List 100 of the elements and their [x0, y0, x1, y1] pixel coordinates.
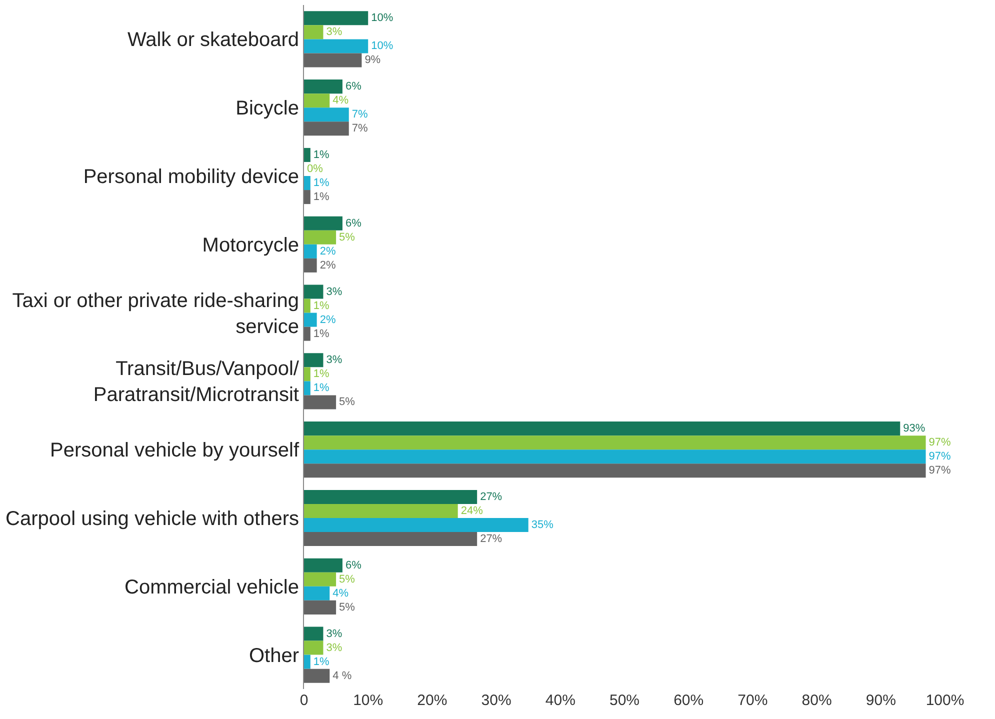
y-tick-label: Taxi or other private ride-sharing service	[12, 290, 299, 338]
data-label: 1%	[313, 382, 330, 394]
y-tick-label: Carpool using vehicle with others	[6, 508, 299, 530]
data-label: 2%	[320, 314, 336, 326]
y-tick-label: Motorcycle	[202, 234, 299, 256]
data-label: 35%	[531, 519, 554, 532]
x-tick-label: 30%	[481, 692, 512, 709]
x-tick-label: 90%	[866, 692, 896, 709]
bar	[304, 312, 317, 327]
bar	[304, 504, 458, 518]
bar	[304, 122, 349, 136]
bar	[304, 464, 926, 478]
y-tick-label: Other	[248, 644, 300, 667]
x-tick-label: 80%	[802, 692, 832, 709]
y-tick-label: Bicycle	[236, 98, 299, 120]
data-label: 1%	[313, 177, 330, 190]
bar	[304, 572, 336, 586]
data-label: 1%	[313, 368, 330, 380]
bar	[304, 640, 324, 655]
data-label: 97%	[928, 436, 952, 449]
x-tick-label: 0	[300, 692, 308, 709]
data-label: 6%	[345, 80, 362, 93]
data-label: 5%	[339, 396, 356, 408]
bar	[304, 176, 310, 190]
data-label: 4 %	[332, 670, 352, 682]
data-label: 6%	[345, 559, 362, 572]
bar	[304, 230, 336, 244]
y-tick-label: Personal mobility device	[83, 166, 299, 188]
bar	[304, 422, 900, 436]
data-label: 27%	[480, 490, 502, 503]
data-label: 5%	[339, 573, 356, 586]
y-tick-label: Walk or skateboard	[127, 29, 299, 52]
y-tick-label: Commercial vehicle	[124, 576, 299, 598]
bar	[304, 94, 330, 108]
bar	[304, 668, 330, 683]
data-label: 2%	[320, 245, 336, 258]
data-label: 24%	[460, 504, 484, 517]
bar	[304, 654, 310, 669]
bar	[304, 108, 349, 122]
data-label: 1%	[313, 300, 330, 312]
bar	[304, 353, 324, 368]
data-label: 6%	[345, 217, 362, 230]
data-label: 9%	[364, 54, 381, 66]
bar	[304, 436, 926, 450]
bar	[304, 395, 336, 410]
data-label: 97%	[928, 450, 952, 463]
data-label: 5%	[339, 231, 356, 244]
bar	[304, 298, 310, 313]
y-tick-label: Personal vehicle by yourself	[50, 440, 300, 462]
bar	[304, 586, 330, 600]
x-tick-label: 10%	[353, 692, 384, 709]
data-label: 1%	[313, 328, 330, 340]
data-label: 5%	[339, 601, 356, 614]
bar	[304, 244, 317, 258]
data-label: 10%	[371, 12, 394, 24]
bar	[304, 25, 324, 40]
bar	[304, 216, 342, 230]
data-label: 0%	[307, 162, 324, 175]
data-label: 3%	[326, 354, 342, 366]
data-label: 2%	[320, 259, 336, 272]
bar	[304, 367, 310, 382]
bar	[304, 190, 310, 204]
bar	[304, 39, 368, 54]
y-tick-label: Transit/Bus/Vanpool/ Paratransit/Microtransit	[93, 358, 300, 406]
bar	[304, 600, 336, 614]
data-label: 97%	[928, 464, 952, 477]
data-label: 93%	[903, 422, 926, 435]
bar	[304, 626, 324, 641]
data-label: 7%	[352, 108, 368, 121]
data-label: 10%	[371, 40, 394, 52]
data-label: 1%	[313, 148, 330, 161]
data-label: 3%	[326, 286, 342, 298]
bar	[304, 80, 342, 94]
data-label: 1%	[313, 191, 330, 204]
bar	[304, 532, 478, 546]
bar	[304, 558, 342, 572]
bar	[304, 258, 317, 272]
data-label: 27%	[480, 533, 502, 546]
bar	[304, 326, 310, 341]
bar	[304, 450, 926, 464]
x-tick-label: 100%	[926, 692, 964, 709]
bar	[304, 518, 528, 532]
bar	[304, 284, 324, 299]
data-label: 3%	[326, 26, 342, 38]
x-tick-label: 70%	[738, 692, 768, 709]
data-label: 3%	[326, 628, 342, 640]
x-tick-label: 20%	[417, 692, 448, 709]
data-label: 1%	[313, 656, 330, 668]
x-tick-label: 60%	[674, 692, 704, 709]
bar	[304, 148, 310, 162]
bar	[304, 53, 362, 68]
data-label: 4%	[332, 587, 349, 600]
x-tick-label: 40%	[545, 692, 576, 709]
data-label: 3%	[326, 642, 342, 654]
bar	[304, 490, 478, 504]
x-tick-label: 50%	[609, 692, 640, 709]
bar	[304, 11, 368, 26]
bar	[304, 381, 310, 396]
data-label: 7%	[352, 122, 368, 135]
data-label: 4%	[332, 94, 349, 107]
